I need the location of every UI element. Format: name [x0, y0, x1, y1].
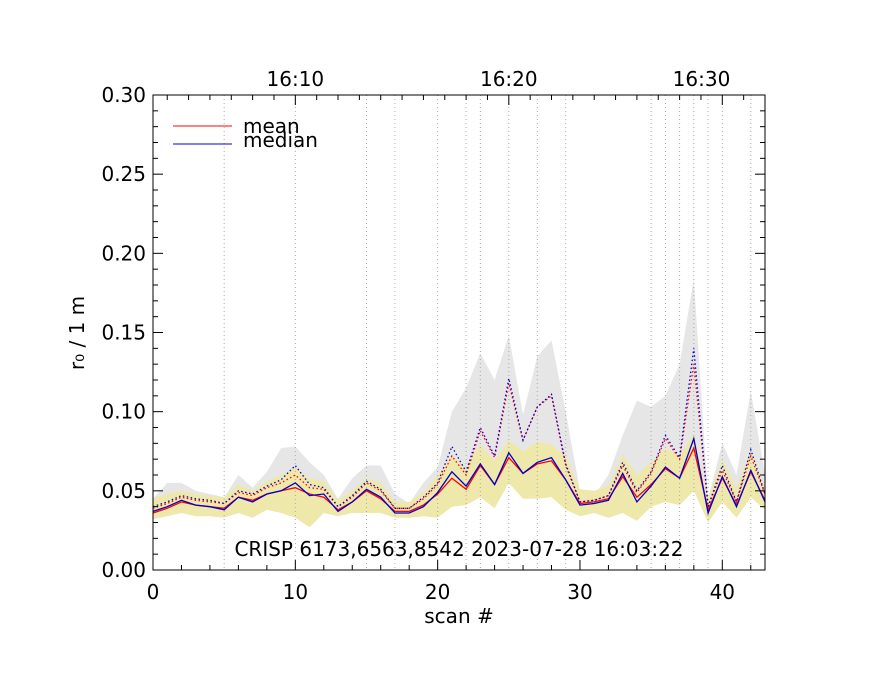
x-tick-label-3: 30: [567, 580, 592, 604]
x-tick-label-4: 40: [710, 580, 735, 604]
y-tick-label-6: 0.30: [101, 83, 146, 107]
top-time-label-0: 16:10: [267, 67, 325, 91]
legend-label-median: median: [243, 128, 318, 152]
top-time-label-2: 16:30: [673, 67, 731, 91]
y-tick-label-0: 0.00: [101, 558, 146, 582]
spread-bands: [153, 278, 765, 528]
x-tick-label-2: 20: [425, 580, 450, 604]
y-tick-label-3: 0.15: [101, 321, 146, 345]
y-axis-title: r₀ / 1 m: [65, 296, 89, 370]
legend-label-mean: mean: [243, 114, 300, 138]
y-tick-label-4: 0.20: [101, 241, 146, 265]
series-line-1-median: [152, 436, 766, 516]
top-time-label-1: 16:20: [480, 67, 538, 91]
band-1: [153, 433, 765, 528]
y-tick-label-5: 0.25: [101, 162, 146, 186]
y-tick-label-1: 0.05: [101, 479, 146, 503]
y-tick-label-2: 0.10: [101, 400, 146, 424]
axis-ticks: [152, 94, 766, 571]
legend: mean median: [173, 114, 318, 152]
series-line-2-dotted: [152, 364, 766, 509]
x-axis-title: scan #: [424, 604, 493, 628]
x-tick-label-1: 10: [283, 580, 308, 604]
x-tick-labels: 0 10 20 30 40: [147, 580, 735, 604]
y-tick-labels: 0.00 0.05 0.10 0.15 0.20 0.25 0.30: [101, 83, 146, 582]
top-time-labels: 16:10 16:20 16:30: [267, 67, 731, 91]
data-series: [152, 348, 766, 516]
chart-annotation: CRISP 6173,6563,8542 2023-07-28 16:03:22: [234, 537, 683, 561]
x-tick-label-0: 0: [147, 580, 160, 604]
